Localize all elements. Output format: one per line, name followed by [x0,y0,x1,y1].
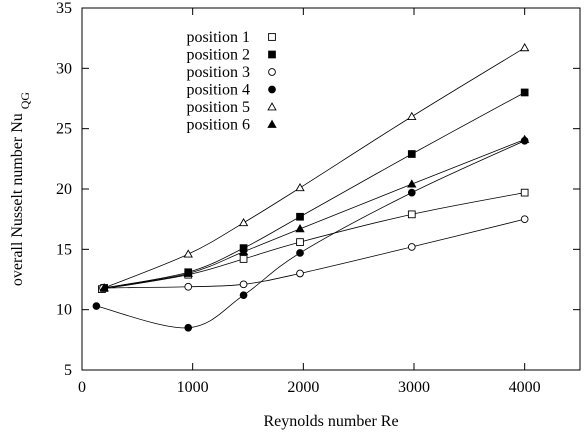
data-point-series-6 [99,283,109,292]
legend-marker-3 [268,68,276,76]
x-tick-label: 4000 [509,379,541,396]
plot-border [81,7,581,371]
legend-label-2: position 2 [186,47,250,64]
x-tick-label: 3000 [398,379,430,396]
data-point-series-3 [520,215,529,224]
data-point-series-6 [295,224,305,233]
x-tick-label: 2000 [287,379,319,396]
series-line-3 [103,218,525,289]
data-point-series-6 [519,134,530,143]
data-point-series-2 [520,88,529,97]
data-point-series-3 [296,269,304,278]
legend-label-1: position 1 [186,29,250,46]
data-point-series-1 [296,238,304,246]
legend-marker-4 [268,85,276,94]
data-point-series-4 [239,291,248,300]
series-line-4 [96,140,525,329]
series-line-6 [104,139,525,289]
series-line-2 [104,92,525,289]
series-markers [92,43,530,332]
legend-label-5: position 5 [186,99,250,116]
data-point-series-3 [407,243,416,251]
series-line-5 [103,47,525,289]
legend-marker-1 [268,33,276,41]
legend-marker-2 [268,50,276,59]
data-point-series-3 [239,280,248,289]
data-point-series-1 [407,210,416,219]
plot-frame [81,7,581,371]
data-point-series-5 [183,249,193,258]
y-axis-title: overall Nusselt number Nu QG [9,92,32,287]
y-tick-label: 30 [56,60,72,77]
x-tick-label: 1000 [177,379,209,396]
data-point-series-6 [238,246,249,256]
series-line-1 [101,192,525,290]
y-tick-label: 35 [56,0,72,17]
y-tick-label: 15 [56,241,72,258]
legend-label-3: position 3 [186,64,250,81]
data-point-series-4 [407,188,416,197]
data-point-series-4 [184,323,193,332]
x-axis-ticks: 0 1000 2000 3000 4000 [78,8,541,396]
x-axis-title: Reynolds number Re [263,413,398,430]
data-point-series-2 [296,212,304,221]
legend-label-4: position 4 [186,82,250,99]
data-point-series-4 [296,249,304,257]
legend-marker-5 [267,102,277,111]
y-tick-label: 25 [56,121,72,138]
data-point-series-5 [238,217,249,227]
legend-label-6: position 6 [186,117,250,134]
data-point-series-6 [407,179,417,188]
series-lines [96,47,525,329]
data-point-series-5 [295,182,305,192]
data-point-series-6 [183,268,193,277]
data-point-series-5 [407,111,417,120]
data-point-series-5 [519,43,530,52]
data-point-series-3 [184,282,193,291]
y-tick-label: 10 [56,302,72,319]
data-point-series-2 [407,150,416,158]
y-tick-label: 20 [56,181,72,198]
y-axis-title-subscript: QG [18,92,32,110]
data-point-series-4 [92,302,101,310]
data-point-series-1 [520,188,529,197]
y-axis-title-main: overall Nusselt number Nu [9,113,26,286]
x-tick-label: 0 [78,379,86,396]
data-point-series-1 [239,255,248,263]
y-axis-ticks: 5 10 15 20 25 30 35 [56,0,580,379]
y-tick-label: 5 [64,362,72,379]
legend-marker-6 [267,119,277,128]
